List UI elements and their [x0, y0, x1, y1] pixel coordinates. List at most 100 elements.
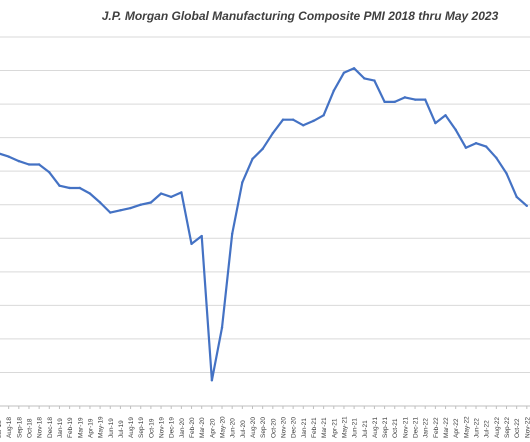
data-point [7, 155, 10, 158]
x-tick-label: Mar-19 [77, 417, 84, 438]
data-point [424, 98, 427, 101]
x-tick-label: Dec-19 [169, 417, 176, 438]
x-tick-label: Dec-21 [413, 417, 420, 438]
data-point [200, 234, 203, 238]
data-point [505, 172, 508, 175]
data-point [37, 163, 41, 166]
x-tick-label: Jan-19 [57, 418, 64, 438]
x-tick-label: Jul-21 [362, 420, 369, 438]
x-tick-label: Mar-20 [199, 417, 206, 438]
x-tick-label: Mar-21 [321, 417, 328, 438]
x-tick-label: Jun-22 [474, 418, 481, 438]
x-tick-label: Dec-18 [47, 417, 54, 438]
data-point [78, 186, 81, 190]
x-tick-label: Jun-21 [352, 418, 359, 438]
data-point [149, 201, 153, 204]
x-tick-label: Aug-22 [494, 417, 501, 438]
x-tick-label: May-21 [341, 416, 348, 438]
data-point [190, 242, 193, 246]
x-tick-label: May-22 [463, 416, 470, 438]
data-point [27, 163, 31, 166]
data-point [17, 159, 21, 163]
x-tick-label: Jun-19 [108, 418, 115, 438]
x-tick-label: Apr-19 [87, 418, 94, 438]
data-point [98, 201, 102, 204]
x-tick-label: Jan-20 [179, 418, 186, 438]
data-point [484, 145, 488, 148]
x-tick-label: Nov-21 [402, 417, 409, 438]
data-point [129, 206, 132, 210]
data-point [464, 146, 468, 149]
x-tick-label: Apr-21 [331, 418, 338, 438]
x-tick-label: Oct-22 [514, 418, 521, 438]
data-point [363, 77, 366, 80]
data-point [403, 96, 407, 99]
data-point [373, 79, 376, 82]
data-point [322, 114, 325, 117]
data-point [180, 191, 183, 194]
data-point [210, 379, 214, 382]
data-point [241, 181, 244, 184]
x-tick-label: Nov-19 [159, 417, 166, 438]
data-point [525, 204, 529, 208]
x-tick-label: Jul-20 [240, 420, 247, 438]
x-tick-label: Dec-20 [291, 417, 298, 438]
data-point [332, 89, 335, 92]
x-tick-label: Jul-22 [484, 420, 491, 438]
data-point [159, 192, 163, 195]
data-point [139, 203, 142, 206]
data-point [220, 326, 224, 329]
x-tick-label: Jan-22 [423, 418, 430, 438]
x-tick-label: Jul-18 [0, 420, 3, 438]
x-tick-label: Sep-18 [16, 417, 23, 438]
data-point [251, 157, 254, 161]
x-tick-label: Oct-20 [270, 418, 277, 438]
data-point [352, 67, 356, 70]
x-tick-label: Sep-20 [260, 417, 267, 438]
data-point [271, 131, 275, 135]
data-point [261, 147, 264, 151]
data-point [434, 121, 437, 125]
data-point [119, 209, 122, 212]
x-tick-label: May-20 [220, 416, 227, 438]
x-tick-label: Aug-19 [128, 417, 135, 438]
data-point [454, 128, 457, 132]
x-tick-label: Sep-21 [382, 417, 389, 438]
x-tick-label: Sep-22 [504, 417, 511, 438]
x-tick-label: Oct-21 [392, 418, 399, 438]
x-tick-label: Feb-20 [189, 417, 196, 438]
x-tick-label: Aug-20 [250, 417, 257, 438]
data-point [383, 100, 386, 104]
x-tick-label: Oct-19 [148, 418, 155, 438]
chart-title: J.P. Morgan Global Manufacturing Composi… [101, 9, 499, 23]
x-tick-label: Jun-20 [230, 418, 237, 438]
x-tick-label: Apr-22 [453, 418, 460, 438]
data-point [474, 142, 478, 145]
x-tick-label: Feb-21 [311, 417, 318, 438]
data-point [413, 98, 417, 101]
x-tick-label: Mar-22 [443, 417, 450, 438]
x-tick-label: Nov-18 [37, 417, 44, 438]
x-tick-label: Feb-19 [67, 417, 74, 438]
data-point [312, 119, 315, 123]
data-point [302, 124, 305, 127]
x-tick-label: Oct-18 [26, 418, 33, 438]
data-point [291, 118, 295, 121]
data-point [342, 71, 346, 74]
x-tick-label: Apr-20 [209, 418, 216, 438]
data-point [58, 184, 61, 187]
data-point [68, 186, 71, 190]
x-tick-label: Nov-20 [280, 417, 287, 438]
x-tick-label: Sep-19 [138, 417, 145, 438]
data-point [515, 195, 518, 199]
data-point [393, 100, 396, 104]
data-point [48, 171, 51, 174]
data-point [170, 195, 173, 199]
data-point [88, 192, 92, 195]
data-point [109, 211, 112, 214]
x-tick-label: Feb-22 [433, 417, 440, 438]
x-tick-label: May-19 [98, 416, 105, 438]
data-point [230, 232, 234, 235]
x-tick-label: Aug-18 [6, 417, 13, 438]
